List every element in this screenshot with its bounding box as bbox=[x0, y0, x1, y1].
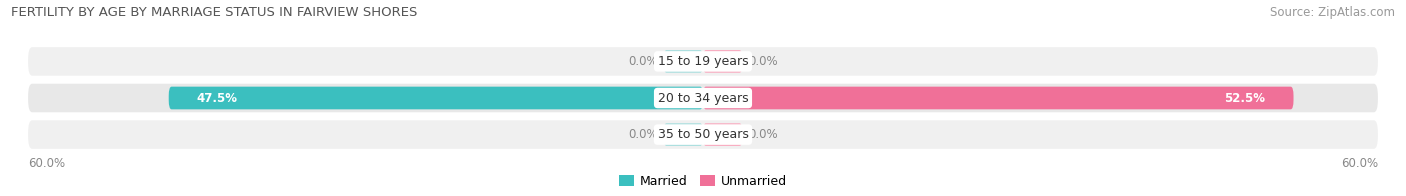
FancyBboxPatch shape bbox=[703, 87, 1294, 109]
Text: 47.5%: 47.5% bbox=[197, 92, 238, 104]
Legend: Married, Unmarried: Married, Unmarried bbox=[613, 170, 793, 193]
Text: 0.0%: 0.0% bbox=[748, 128, 778, 141]
FancyBboxPatch shape bbox=[169, 87, 703, 109]
FancyBboxPatch shape bbox=[28, 84, 1378, 112]
Text: 60.0%: 60.0% bbox=[28, 157, 65, 170]
Text: 0.0%: 0.0% bbox=[748, 55, 778, 68]
FancyBboxPatch shape bbox=[703, 123, 742, 146]
Text: Source: ZipAtlas.com: Source: ZipAtlas.com bbox=[1270, 6, 1395, 19]
Text: 35 to 50 years: 35 to 50 years bbox=[658, 128, 748, 141]
FancyBboxPatch shape bbox=[703, 50, 742, 73]
Text: 15 to 19 years: 15 to 19 years bbox=[658, 55, 748, 68]
Text: 0.0%: 0.0% bbox=[628, 55, 658, 68]
FancyBboxPatch shape bbox=[28, 47, 1378, 76]
FancyBboxPatch shape bbox=[664, 50, 703, 73]
FancyBboxPatch shape bbox=[28, 120, 1378, 149]
Text: 60.0%: 60.0% bbox=[1341, 157, 1378, 170]
Text: 0.0%: 0.0% bbox=[628, 128, 658, 141]
Text: 52.5%: 52.5% bbox=[1225, 92, 1265, 104]
FancyBboxPatch shape bbox=[664, 123, 703, 146]
Text: 20 to 34 years: 20 to 34 years bbox=[658, 92, 748, 104]
Text: FERTILITY BY AGE BY MARRIAGE STATUS IN FAIRVIEW SHORES: FERTILITY BY AGE BY MARRIAGE STATUS IN F… bbox=[11, 6, 418, 19]
